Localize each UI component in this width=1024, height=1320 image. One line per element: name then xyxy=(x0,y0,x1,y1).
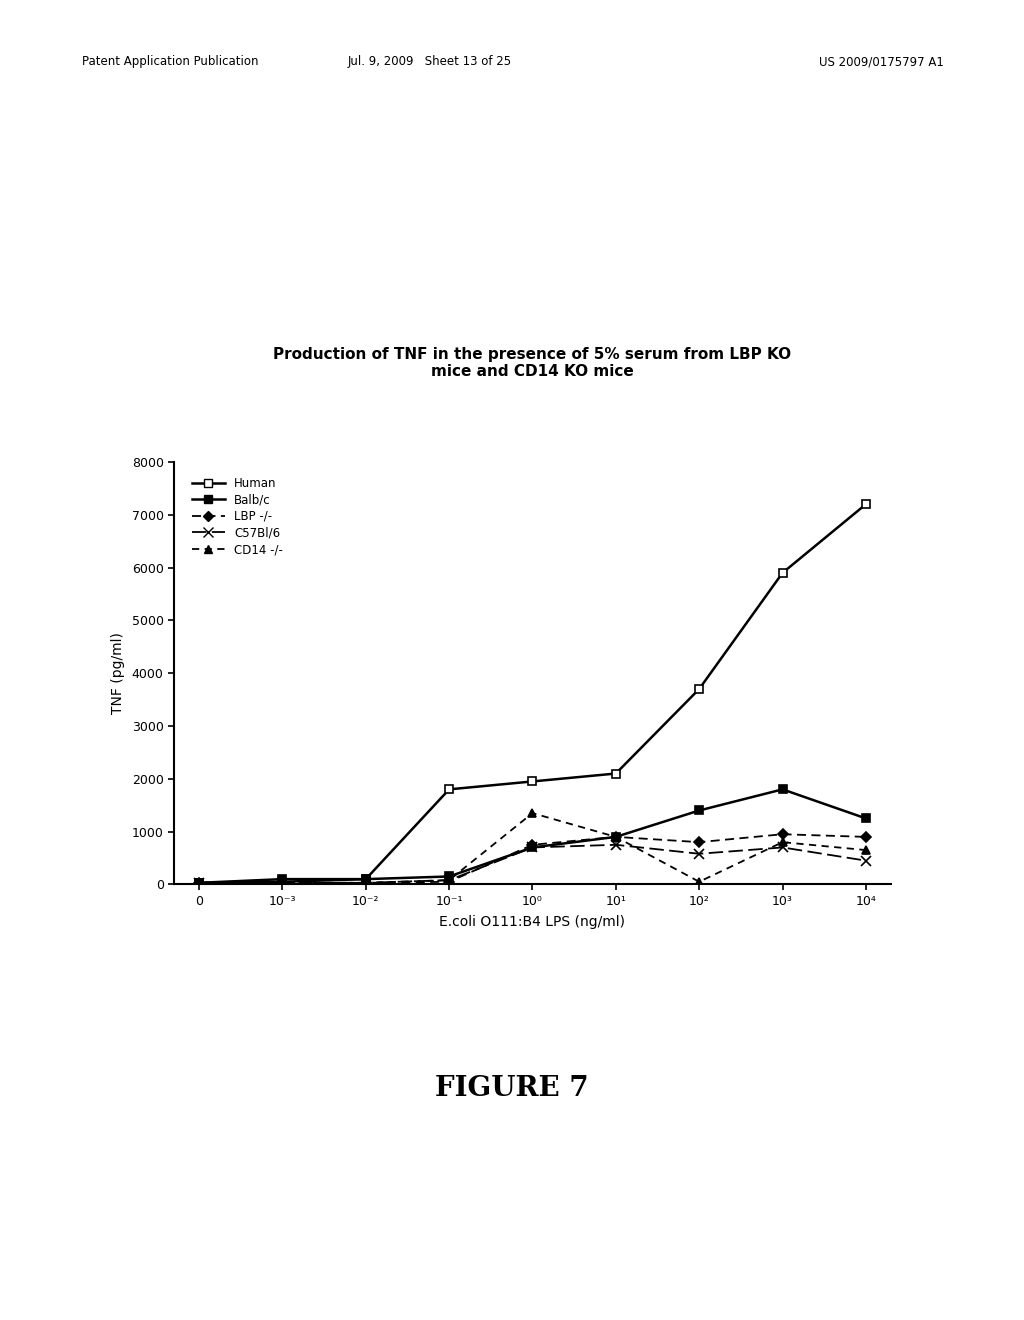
Y-axis label: TNF (pg/ml): TNF (pg/ml) xyxy=(111,632,125,714)
C57Bl/6 xyxy=(693,846,706,862)
C57Bl/6 xyxy=(359,875,372,891)
Balb/c xyxy=(359,871,372,887)
Balb/c xyxy=(776,781,788,797)
Balb/c xyxy=(526,840,539,855)
LBP -/- xyxy=(776,826,788,842)
C57Bl/6 xyxy=(443,873,456,888)
Text: Production of TNF in the presence of 5% serum from LBP KO
mice and CD14 KO mice: Production of TNF in the presence of 5% … xyxy=(273,347,792,379)
Text: Patent Application Publication: Patent Application Publication xyxy=(82,55,258,69)
Human xyxy=(193,875,205,891)
Balb/c xyxy=(443,869,456,884)
Human xyxy=(609,766,622,781)
CD14 -/- xyxy=(276,875,289,891)
Line: LBP -/-: LBP -/- xyxy=(196,830,869,886)
Human xyxy=(860,496,872,512)
Line: C57Bl/6: C57Bl/6 xyxy=(195,840,870,887)
Human xyxy=(443,781,456,797)
Line: CD14 -/-: CD14 -/- xyxy=(195,809,870,887)
Text: US 2009/0175797 A1: US 2009/0175797 A1 xyxy=(819,55,944,69)
CD14 -/- xyxy=(193,875,205,891)
LBP -/- xyxy=(860,829,872,845)
Line: Balb/c: Balb/c xyxy=(195,785,870,887)
LBP -/- xyxy=(193,875,205,891)
Human xyxy=(776,565,788,581)
Human xyxy=(526,774,539,789)
Legend: Human, Balb/c, LBP -/-, C57Bl/6, CD14 -/-: Human, Balb/c, LBP -/-, C57Bl/6, CD14 -/… xyxy=(187,473,288,561)
C57Bl/6 xyxy=(609,837,622,853)
Text: FIGURE 7: FIGURE 7 xyxy=(435,1076,589,1102)
C57Bl/6 xyxy=(776,840,788,855)
LBP -/- xyxy=(276,875,289,891)
Human xyxy=(693,681,706,697)
CD14 -/- xyxy=(776,834,788,850)
CD14 -/- xyxy=(860,842,872,858)
C57Bl/6 xyxy=(860,853,872,869)
C57Bl/6 xyxy=(193,875,205,891)
CD14 -/- xyxy=(443,873,456,888)
Line: Human: Human xyxy=(195,500,870,887)
Human xyxy=(276,874,289,890)
Balb/c xyxy=(193,875,205,891)
CD14 -/- xyxy=(359,875,372,891)
Human xyxy=(359,871,372,887)
LBP -/- xyxy=(359,875,372,891)
LBP -/- xyxy=(609,829,622,845)
LBP -/- xyxy=(443,874,456,890)
CD14 -/- xyxy=(693,874,706,890)
LBP -/- xyxy=(526,837,539,853)
CD14 -/- xyxy=(526,805,539,821)
Balb/c xyxy=(860,810,872,826)
Balb/c xyxy=(609,829,622,845)
C57Bl/6 xyxy=(526,840,539,855)
Text: Jul. 9, 2009   Sheet 13 of 25: Jul. 9, 2009 Sheet 13 of 25 xyxy=(348,55,512,69)
Balb/c xyxy=(693,803,706,818)
X-axis label: E.coli O111:B4 LPS (ng/ml): E.coli O111:B4 LPS (ng/ml) xyxy=(439,915,626,929)
C57Bl/6 xyxy=(276,875,289,891)
CD14 -/- xyxy=(609,829,622,845)
Balb/c xyxy=(276,871,289,887)
LBP -/- xyxy=(693,834,706,850)
